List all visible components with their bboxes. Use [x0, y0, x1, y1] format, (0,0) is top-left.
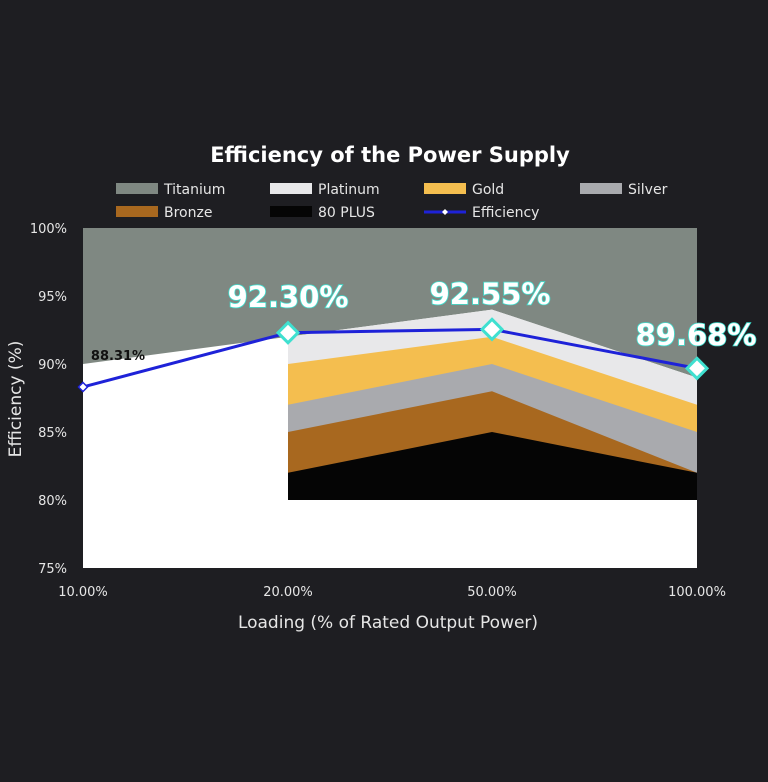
- y-tick-label: 100%: [30, 222, 67, 237]
- legend-swatch-platinum: [270, 183, 312, 194]
- legend-swatch-gold: [424, 183, 466, 194]
- data-label: 88.31%: [91, 349, 145, 364]
- x-tick-label: 10.00%: [58, 585, 108, 600]
- y-axis: 75% 80% 85% 90% 95% 100%: [30, 222, 67, 577]
- legend-label-silver: Silver: [628, 182, 668, 198]
- x-tick-label: 50.00%: [467, 585, 517, 600]
- data-label: 92.30%: [228, 280, 349, 314]
- chart-title: Efficiency of the Power Supply: [210, 143, 570, 167]
- y-tick-label: 80%: [38, 494, 67, 509]
- y-tick-label: 95%: [38, 290, 67, 305]
- plot-area: [83, 228, 697, 568]
- band-80-plus: [288, 432, 697, 500]
- legend-label-platinum: Platinum: [318, 182, 380, 198]
- y-axis-label: Efficiency (%): [6, 341, 26, 458]
- legend-label-80-plus: 80 PLUS: [318, 205, 375, 221]
- efficiency-line: [82, 327, 698, 389]
- legend-label-gold: Gold: [472, 182, 504, 198]
- efficiency-point: [275, 320, 301, 345]
- legend-label-efficiency: Efficiency: [472, 205, 539, 221]
- legend-swatch-silver: [580, 183, 622, 194]
- efficiency-point: [77, 381, 89, 393]
- data-label: 89.68%: [636, 318, 757, 352]
- efficiency-point: [684, 356, 710, 381]
- efficiency-point: [479, 317, 505, 342]
- legend-swatch-80-plus: [270, 206, 312, 217]
- y-tick-label: 75%: [38, 562, 67, 577]
- legend-swatch-titanium: [116, 183, 158, 194]
- legend-marker-efficiency: [442, 209, 448, 215]
- legend-label-titanium: Titanium: [163, 182, 225, 198]
- x-tick-label: 20.00%: [263, 585, 313, 600]
- x-axis: 10.00% 20.00% 50.00% 100.00%: [58, 585, 726, 600]
- y-tick-label: 90%: [38, 358, 67, 373]
- x-axis-label: Loading (% of Rated Output Power): [238, 613, 538, 633]
- efficiency-series: [77, 317, 710, 393]
- x-tick-label: 100.00%: [668, 585, 726, 600]
- legend-label-bronze: Bronze: [164, 205, 212, 221]
- legend: Titanium Platinum Gold Silver Bronze 80 PLUS E…: [116, 182, 668, 221]
- y-tick-label: 85%: [38, 426, 67, 441]
- data-label: 92.55%: [430, 277, 551, 311]
- data-labels: 88.31% 92.30% 92.55% 89.68%: [91, 276, 757, 364]
- legend-swatch-bronze: [116, 206, 158, 217]
- band-titanium: [83, 228, 697, 378]
